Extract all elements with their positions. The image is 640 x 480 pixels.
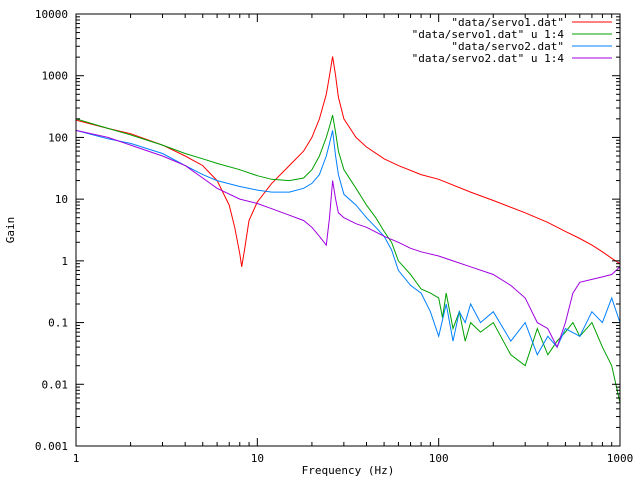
legend: "data/servo1.dat""data/servo1.dat" u 1:4… [412,16,612,65]
x-tick-label: 1 [73,452,80,465]
y-tick-label: 100 [48,131,68,144]
series-line-2 [75,114,621,404]
y-tick-label: 0.1 [48,317,68,330]
legend-label-2: "data/servo1.dat" u 1:4 [412,28,565,41]
x-tick-label: 1000 [607,452,634,465]
y-tick-label: 10 [55,193,68,206]
y-tick-label: 1000 [42,70,69,83]
y-tick-label: 1 [61,255,68,268]
legend-label-1: "data/servo1.dat" [451,16,564,29]
x-tick-label: 100 [429,452,449,465]
y-tick-label: 10000 [35,8,68,21]
legend-label-4: "data/servo2.dat" u 1:4 [412,52,565,65]
y-tick-label: 0.001 [35,440,68,453]
series-layer [75,56,621,404]
y-axis-label: Gain [4,217,17,244]
plot-frame [75,13,621,447]
x-tick-label: 10 [251,452,264,465]
x-axis-label: Frequency (Hz) [302,464,395,477]
legend-label-3: "data/servo2.dat" [451,40,564,53]
series-line-1 [75,56,621,267]
tick-layer: 1 10 100 1000 0.001 0.01 0.1 1 10 100 1000 10000 [35,8,633,465]
series-line-3 [75,129,621,356]
y-tick-label: 0.01 [42,378,69,391]
series-line-4 [75,129,621,349]
